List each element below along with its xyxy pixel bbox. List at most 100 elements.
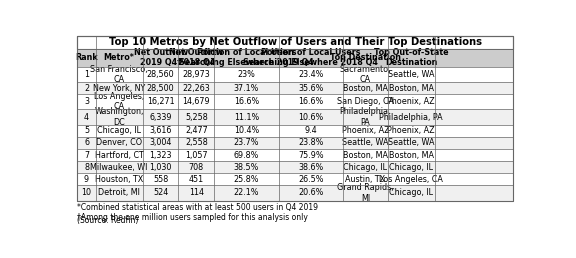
Text: 22.1%: 22.1% <box>234 188 259 197</box>
Text: Sacramento,
CA: Sacramento, CA <box>340 65 391 84</box>
Text: 28,500: 28,500 <box>147 84 175 93</box>
Text: Chicago, IL: Chicago, IL <box>97 126 141 135</box>
Text: 35.6%: 35.6% <box>298 84 324 93</box>
Text: 7: 7 <box>84 150 89 159</box>
Text: 3,616: 3,616 <box>149 126 172 135</box>
Bar <box>77 36 513 201</box>
Text: 28,973: 28,973 <box>183 70 210 79</box>
Bar <box>77 49 513 67</box>
Bar <box>77 173 513 185</box>
Text: 23.4%: 23.4% <box>298 70 324 79</box>
Text: 23.7%: 23.7% <box>234 138 259 147</box>
Text: 11.1%: 11.1% <box>234 112 259 122</box>
Text: New York, NY: New York, NY <box>93 84 145 93</box>
Text: 3: 3 <box>84 97 89 106</box>
Text: 37.1%: 37.1% <box>234 84 259 93</box>
Text: Chicago, IL: Chicago, IL <box>343 163 387 172</box>
Text: Detroit, MI: Detroit, MI <box>98 188 140 197</box>
Bar <box>77 109 513 125</box>
Text: Philadelphia,
PA: Philadelphia, PA <box>340 107 391 127</box>
Text: Los Angeles, CA: Los Angeles, CA <box>379 175 443 184</box>
Text: 1,057: 1,057 <box>185 150 207 159</box>
Text: 1,323: 1,323 <box>149 150 172 159</box>
Text: 38.6%: 38.6% <box>298 163 324 172</box>
Text: 10: 10 <box>82 188 92 197</box>
Text: Boston, MA: Boston, MA <box>389 84 434 93</box>
Text: Boston, MA: Boston, MA <box>343 150 388 159</box>
Text: 1,030: 1,030 <box>149 163 172 172</box>
Text: 9.4: 9.4 <box>305 126 317 135</box>
Text: 114: 114 <box>189 188 204 197</box>
Text: 16.6%: 16.6% <box>298 97 324 106</box>
Text: Denver, CO: Denver, CO <box>96 138 142 147</box>
Text: 6: 6 <box>84 138 89 147</box>
Text: Top 10 Metros by Net Outflow of Users and Their Top Destinations: Top 10 Metros by Net Outflow of Users an… <box>109 37 482 47</box>
Text: 2,477: 2,477 <box>185 126 208 135</box>
Bar <box>77 185 513 201</box>
Text: 1: 1 <box>84 70 89 79</box>
Text: Seattle, WA: Seattle, WA <box>388 138 434 147</box>
Text: Houston, TX: Houston, TX <box>95 175 143 184</box>
Text: Boston, MA: Boston, MA <box>389 150 434 159</box>
Text: *Combined statistical areas with at least 500 users in Q4 2019: *Combined statistical areas with at leas… <box>77 203 319 212</box>
Text: 6,339: 6,339 <box>149 112 172 122</box>
Text: 23.8%: 23.8% <box>298 138 324 147</box>
Text: 708: 708 <box>189 163 204 172</box>
Text: Top Destination: Top Destination <box>330 53 401 62</box>
Text: Phoenix, AZ: Phoenix, AZ <box>342 126 389 135</box>
Text: Metro*: Metro* <box>104 53 135 62</box>
Text: (Source: Redfin): (Source: Redfin) <box>77 216 139 225</box>
Bar <box>77 82 513 94</box>
Text: Grand Rapids,
MI: Grand Rapids, MI <box>337 183 393 203</box>
Text: 2,558: 2,558 <box>185 138 208 147</box>
Text: Net Outflow
2019 Q4†: Net Outflow 2019 Q4† <box>134 48 188 68</box>
Text: 22,263: 22,263 <box>183 84 210 93</box>
Text: 5,258: 5,258 <box>185 112 208 122</box>
Text: 16.6%: 16.6% <box>234 97 259 106</box>
Text: Austin, TX: Austin, TX <box>345 175 385 184</box>
Text: Chicago, IL: Chicago, IL <box>389 188 433 197</box>
Text: 4: 4 <box>84 112 89 122</box>
Text: 524: 524 <box>153 188 168 197</box>
Text: Los Angeles,
CA: Los Angeles, CA <box>94 92 145 111</box>
Text: Phoenix, AZ: Phoenix, AZ <box>387 97 435 106</box>
Text: 10.4%: 10.4% <box>234 126 259 135</box>
Text: Portion of Local Users
Searching Elsewhere 2018 Q4: Portion of Local Users Searching Elsewhe… <box>244 48 378 68</box>
Text: Top Out-of-State
Destination: Top Out-of-State Destination <box>374 48 448 68</box>
Text: Net Outflow
2018 Q4: Net Outflow 2018 Q4 <box>169 48 223 68</box>
Text: 16,271: 16,271 <box>147 97 175 106</box>
Text: 14,679: 14,679 <box>183 97 210 106</box>
Text: San Francisco,
CA: San Francisco, CA <box>90 65 148 84</box>
Text: Seattle, WA: Seattle, WA <box>388 70 434 79</box>
Text: 5: 5 <box>84 126 89 135</box>
Bar <box>77 161 513 173</box>
Text: 8: 8 <box>84 163 89 172</box>
Text: 23%: 23% <box>237 70 255 79</box>
Text: Phoenix, AZ: Phoenix, AZ <box>387 126 435 135</box>
Bar <box>77 149 513 161</box>
Bar <box>77 137 513 149</box>
Text: 20.6%: 20.6% <box>298 188 324 197</box>
Bar <box>77 67 513 82</box>
Text: Portion of Local Users
Searching Elsewhere 2019 Q4: Portion of Local Users Searching Elsewhe… <box>179 48 314 68</box>
Text: Philadelphia, PA: Philadelphia, PA <box>379 112 443 122</box>
Text: Milwaukee, WI: Milwaukee, WI <box>90 163 148 172</box>
Text: †Among the one million users sampled for this analysis only: †Among the one million users sampled for… <box>77 213 308 222</box>
Bar <box>77 36 513 49</box>
Text: 3,004: 3,004 <box>149 138 172 147</box>
Text: 451: 451 <box>189 175 204 184</box>
Text: 69.8%: 69.8% <box>234 150 259 159</box>
Text: 9: 9 <box>84 175 89 184</box>
Text: 2: 2 <box>84 84 89 93</box>
Text: Hartford, CT: Hartford, CT <box>94 150 143 159</box>
Text: 26.5%: 26.5% <box>298 175 324 184</box>
Text: 38.5%: 38.5% <box>234 163 259 172</box>
Bar <box>77 49 513 67</box>
Text: Washington,
DC: Washington, DC <box>94 107 144 127</box>
Text: 75.9%: 75.9% <box>298 150 324 159</box>
Text: Boston, MA: Boston, MA <box>343 84 388 93</box>
Text: San Diego, CA: San Diego, CA <box>337 97 394 106</box>
Text: 28,560: 28,560 <box>147 70 175 79</box>
Text: Rank: Rank <box>75 53 98 62</box>
Text: 25.8%: 25.8% <box>234 175 259 184</box>
